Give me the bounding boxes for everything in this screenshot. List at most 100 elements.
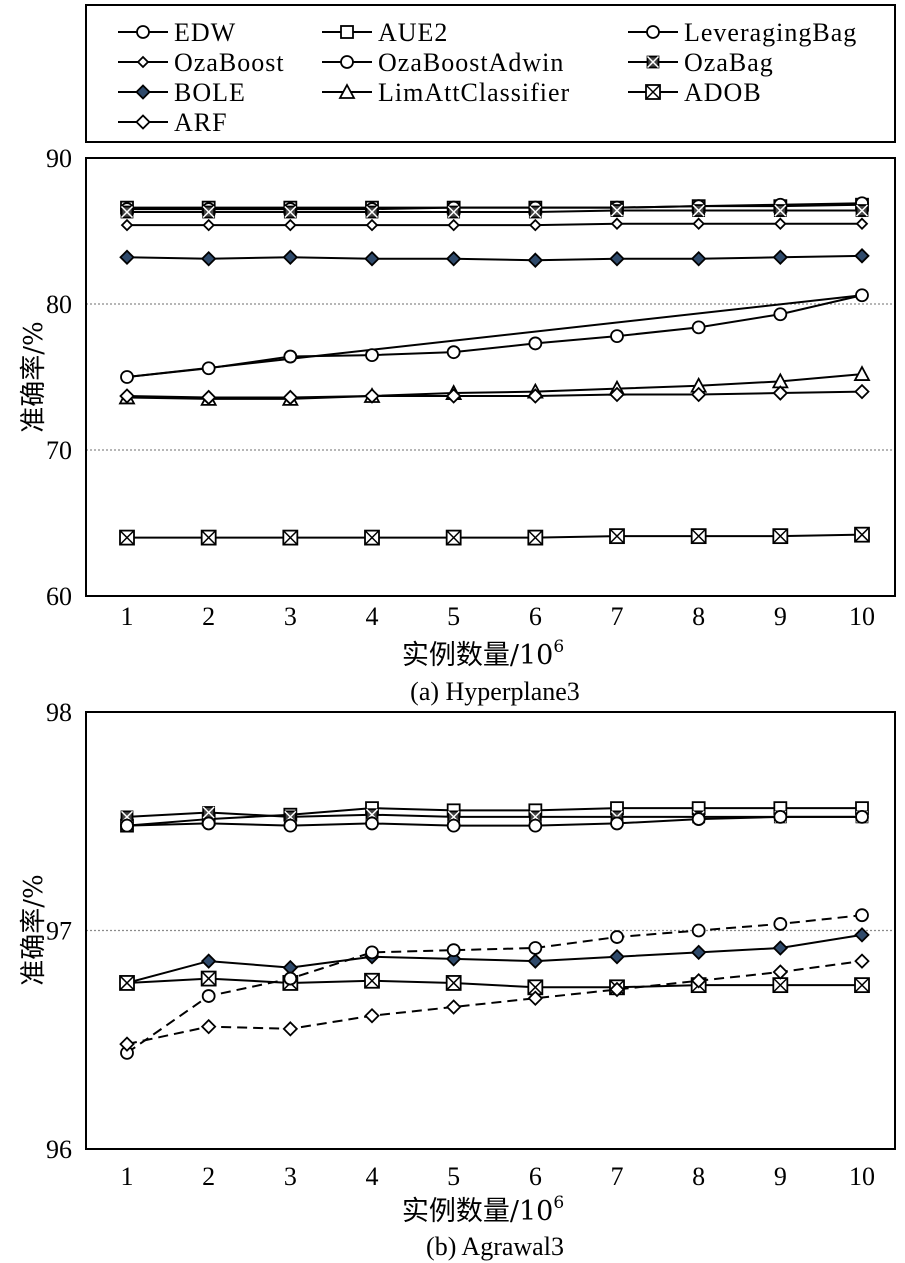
data-point [691,923,706,938]
x-axis-label: 实例数量/106 [402,637,564,671]
data-point [690,944,707,961]
legend-entry-leveragingbag: LeveragingBag [628,18,857,47]
data-point [447,218,460,232]
x-tick-labels: 1 2 3 4 5 6 7 8 9 10 [121,1162,876,1191]
data-point [445,529,462,546]
data-point [445,999,462,1015]
data-point [527,252,544,268]
data-point [609,528,625,545]
data-point [528,818,543,833]
legend-label: BOLE [174,78,246,107]
data-point [282,389,299,406]
series-bole [119,248,870,268]
x-axis-label: 实例数量/106 [402,1193,564,1227]
series-line [126,914,863,1054]
data-point [610,329,624,344]
x-tick-label: 8 [692,1162,705,1191]
data-point [610,204,624,217]
legend-entries: EDW AUE2 LeveragingBag OzaBoost OzaBoostAdwi… [118,18,857,137]
x-tick-labels: 1 2 3 4 5 6 7 8 9 10 [121,602,876,631]
legend-entry-ozaboostadwin: OzaBoostAdwin [322,48,564,77]
data-point [772,964,789,980]
series-ozaboost [120,217,869,232]
series-line [126,807,862,827]
legend-label: AUE2 [378,18,448,47]
data-point [364,1007,380,1024]
x-tick-label: 3 [284,1162,297,1191]
series-arf [119,953,870,1052]
series-line [126,977,862,989]
legend-entry-arf: ARF [118,108,227,137]
data-point [773,809,788,824]
data-point [200,953,217,969]
series-ozaboostadwin [120,288,869,384]
data-point [690,972,707,989]
legend-marker [340,55,354,69]
legend-entry-bole: BOLE [118,78,246,107]
y-tick-label: 90 [46,144,72,173]
legend-marker [136,55,150,69]
data-point [854,526,870,543]
series-line [126,373,863,400]
data-point [364,972,380,989]
x-tick-label: 5 [447,1162,460,1191]
x-tick-label: 9 [774,602,787,631]
legend-label: OzaBoost [174,48,285,77]
legend-label: LeveragingBag [684,18,857,47]
data-point [365,945,379,960]
x-tick-label: 6 [529,602,542,631]
data-point [854,248,870,264]
x-tick-label: 3 [284,602,297,631]
series-adob [119,526,870,546]
x-tick-label: 7 [611,602,624,631]
plot-area [85,711,896,1150]
data-point [283,349,298,364]
data-point [855,288,869,303]
data-point [691,320,706,335]
series-line [126,811,862,818]
x-tick-label: 9 [774,1162,787,1191]
data-point [855,809,869,824]
data-point [609,250,625,267]
data-point [610,930,624,944]
x-axis-label-exponent: 6 [553,1193,564,1213]
x-tick-label: 4 [366,1162,379,1191]
data-point [691,812,706,826]
x-tick-label: 2 [202,602,215,631]
series-line [127,209,862,214]
series-ozabag [120,204,869,219]
x-axis-label-base: 实例数量/10 [402,1196,553,1227]
series-adob [119,970,870,996]
legend-label: OzaBoostAdwin [378,48,564,77]
series-line [126,933,863,984]
data-point [855,908,869,923]
data-point [202,218,215,232]
y-tick-label: 60 [46,582,72,611]
data-point [774,217,787,230]
data-point [690,386,707,403]
x-axis-label-base: 实例数量/10 [402,640,553,671]
x-tick-label: 10 [849,1162,875,1191]
legend-label: OzaBag [684,48,774,77]
plot-area [85,157,896,597]
data-point [120,218,134,232]
legend-marker [136,25,150,39]
data-point [200,970,217,987]
data-point [120,818,134,833]
x-axis-label-exponent: 6 [553,637,564,657]
data-point [200,250,217,267]
data-point [119,388,135,404]
y-tick-labels: 96 97 98 [46,698,72,1164]
y-axis-label: 准确率/% [19,874,49,985]
data-point [200,1018,217,1035]
x-tick-label: 7 [611,1162,624,1191]
data-point [120,370,134,384]
data-point [284,218,297,232]
series-line [126,815,862,827]
data-point [609,981,625,998]
data-point [445,388,462,404]
data-point [364,529,380,546]
data-point [773,204,787,217]
legend-marker [135,84,151,100]
